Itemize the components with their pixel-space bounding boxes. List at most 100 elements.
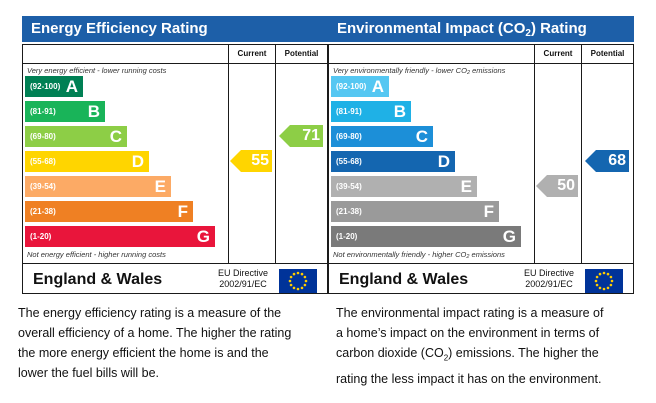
band-b: (81-91) B bbox=[331, 101, 411, 122]
flag-star bbox=[595, 283, 599, 287]
band-g: (1-20) G bbox=[331, 226, 521, 247]
band-range: (39-54) bbox=[336, 182, 362, 191]
band-f: (21-38) F bbox=[331, 201, 499, 222]
band-letter: F bbox=[177, 202, 188, 221]
bottom-note: Not environmentally friendly - higher CO… bbox=[333, 250, 505, 260]
potential-rating-marker: 68 bbox=[585, 150, 629, 172]
arrow-left-icon bbox=[536, 175, 578, 197]
energy-description: The energy efficiency rating is a measur… bbox=[18, 306, 292, 380]
footer-directive: EU Directive 2002/91/EC bbox=[217, 268, 268, 289]
band-d: (55-68) D bbox=[25, 151, 149, 172]
flag-star bbox=[304, 279, 308, 283]
flag-star bbox=[594, 279, 598, 283]
band-letter: B bbox=[393, 102, 406, 121]
band-range: (1-20) bbox=[336, 232, 358, 241]
band-range: (21-38) bbox=[336, 207, 362, 216]
band-range: (92-100) bbox=[30, 82, 61, 91]
divider bbox=[275, 45, 276, 263]
current-rating-value: 50 bbox=[557, 177, 575, 194]
band-range: (81-91) bbox=[336, 107, 362, 116]
band-f: (21-38) F bbox=[25, 201, 193, 222]
arrow-left-icon bbox=[585, 150, 629, 172]
flag-star bbox=[292, 272, 296, 276]
flag-star bbox=[606, 272, 610, 276]
band-range: (69-80) bbox=[336, 132, 362, 141]
band-range: (81-91) bbox=[30, 107, 56, 116]
flag-star bbox=[610, 279, 614, 283]
flag-star bbox=[300, 272, 304, 276]
arrow-left-icon bbox=[230, 150, 272, 172]
rating-frame: Current Potential Very energy efficient … bbox=[22, 44, 328, 294]
divider bbox=[534, 45, 535, 263]
environmental-description: The environmental impact rating is a mea… bbox=[336, 306, 604, 386]
flag-star bbox=[303, 275, 307, 279]
band-letter: D bbox=[437, 152, 450, 171]
energy-efficiency-panel: Energy Efficiency Rating Current Potenti… bbox=[22, 16, 328, 294]
flag-star bbox=[595, 275, 599, 279]
divider bbox=[581, 45, 582, 263]
panel-title: Environmental Impact (CO2) Rating bbox=[328, 16, 634, 42]
star-ring bbox=[288, 271, 308, 291]
band-letter: A bbox=[371, 77, 384, 96]
footer-region: England & Wales bbox=[33, 271, 163, 288]
band-letter: E bbox=[460, 177, 472, 196]
flag-star bbox=[296, 271, 300, 275]
band-range: (39-54) bbox=[30, 182, 56, 191]
band-c: (69-80) C bbox=[25, 126, 127, 147]
flag-star bbox=[602, 287, 606, 291]
flag-star bbox=[609, 283, 613, 287]
star-ring bbox=[594, 271, 614, 291]
band-letter: G bbox=[196, 227, 210, 246]
flag-star bbox=[289, 275, 293, 279]
column-header-current: Current bbox=[543, 49, 573, 58]
eu-flag-icon bbox=[279, 269, 317, 293]
bottom-note: Not energy efficient - higher running co… bbox=[27, 250, 166, 259]
column-header-current: Current bbox=[237, 49, 267, 58]
current-rating-marker: 55 bbox=[230, 150, 272, 172]
footer-region: England & Wales bbox=[339, 271, 469, 288]
band-a: (92-100) A bbox=[25, 76, 83, 97]
divider bbox=[23, 63, 327, 64]
flag-star bbox=[303, 283, 307, 287]
rating-frame: Current Potential Very environmentally f… bbox=[328, 44, 634, 294]
band-letter: A bbox=[65, 77, 78, 96]
column-header-potential: Potential bbox=[284, 49, 319, 58]
band-range: (69-80) bbox=[30, 132, 56, 141]
flag-star bbox=[602, 271, 606, 275]
panel-title: Energy Efficiency Rating bbox=[22, 16, 328, 42]
band-letter: E bbox=[154, 177, 166, 196]
top-note: Very environmentally friendly - lower CO… bbox=[333, 66, 506, 76]
divider bbox=[329, 63, 633, 64]
band-range: (1-20) bbox=[30, 232, 52, 241]
flag-star bbox=[606, 286, 610, 290]
flag-star bbox=[598, 286, 602, 290]
band-letter: C bbox=[109, 127, 122, 146]
environmental-impact-panel: Environmental Impact (CO2) Rating Curren… bbox=[328, 16, 634, 294]
band-range: (55-68) bbox=[30, 157, 56, 166]
band-b: (81-91) B bbox=[25, 101, 105, 122]
band-letter: B bbox=[87, 102, 100, 121]
band-e: (39-54) E bbox=[25, 176, 171, 197]
flag-star bbox=[292, 286, 296, 290]
flag-star bbox=[609, 275, 613, 279]
band-letter: G bbox=[502, 227, 516, 246]
potential-rating-marker: 71 bbox=[279, 125, 323, 147]
footer-directive: EU Directive 2002/91/EC bbox=[523, 268, 574, 289]
band-letter: D bbox=[131, 152, 144, 171]
column-header-potential: Potential bbox=[590, 49, 625, 58]
band-e: (39-54) E bbox=[331, 176, 477, 197]
band-d: (55-68) D bbox=[331, 151, 455, 172]
potential-rating-value: 68 bbox=[608, 152, 626, 169]
divider bbox=[329, 263, 633, 264]
flag-star bbox=[289, 283, 293, 287]
flag-star bbox=[288, 279, 292, 283]
divider bbox=[228, 45, 229, 263]
band-range: (55-68) bbox=[336, 157, 362, 166]
band-range: (92-100) bbox=[336, 82, 367, 91]
band-range: (21-38) bbox=[30, 207, 56, 216]
potential-rating-value: 71 bbox=[302, 127, 320, 144]
flag-star bbox=[296, 287, 300, 291]
eu-flag-icon bbox=[585, 269, 623, 293]
band-a: (92-100) A bbox=[331, 76, 389, 97]
current-rating-marker: 50 bbox=[536, 175, 578, 197]
